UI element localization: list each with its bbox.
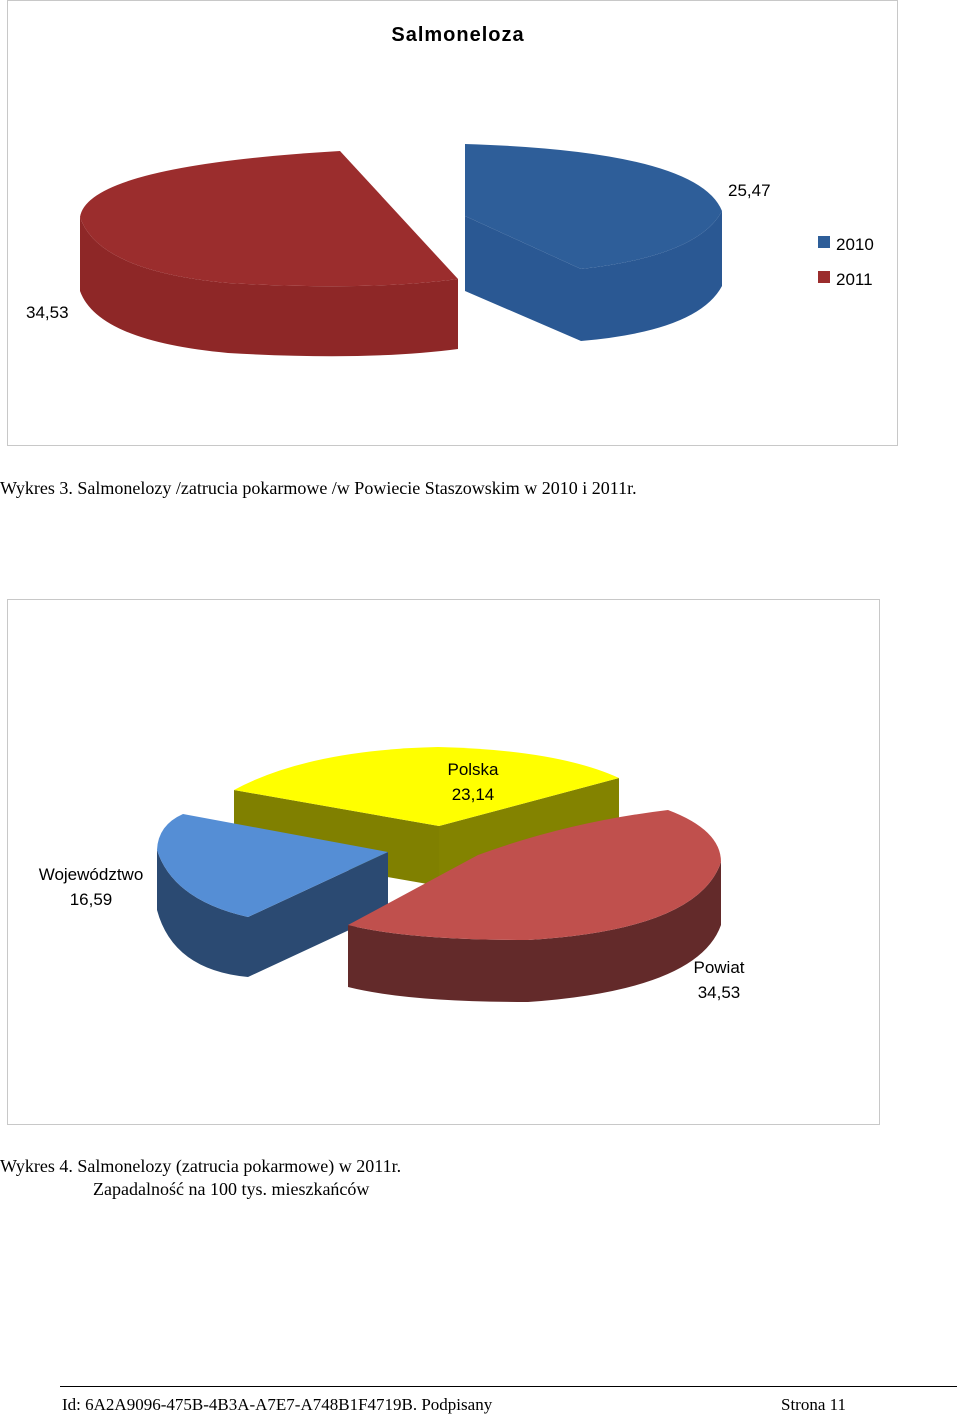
pie-slice-wojewodztwo: [157, 814, 388, 917]
chart2-svg: Polska 23,14 Województwo 16,59 Powiat 34…: [39, 747, 745, 1002]
pie-slice-2010: [465, 144, 722, 269]
chart1-title: Salmoneloza: [391, 24, 524, 46]
data-label-polska-name: Polska: [447, 760, 499, 779]
footer-page-number: Strona 11: [781, 1395, 847, 1414]
pie-slice-2010-side: [465, 211, 722, 341]
pie-slice-powiat-side: [348, 862, 721, 1002]
legend-swatch-2011: [818, 271, 830, 283]
chart2-caption: Wykres 4. Salmonelozy (zatrucia pokarmow…: [0, 1156, 402, 1176]
data-label-powiat-name: Powiat: [693, 958, 744, 977]
footer-rule: [60, 1386, 957, 1387]
chart2-caption-subtitle: Zapadalność na 100 tys. mieszkańców: [93, 1179, 370, 1199]
chart1-caption: Wykres 3. Salmonelozy /zatrucia pokarmow…: [0, 478, 637, 498]
pie-slice-polska: [234, 747, 619, 826]
data-label-2010: 25,47: [728, 181, 771, 200]
pie-slice-2011-side: [80, 217, 458, 357]
data-label-powiat-value: 34,53: [698, 983, 741, 1002]
pie-slice-powiat: [348, 810, 721, 940]
data-label-2011: 34,53: [26, 303, 69, 322]
data-label-polska-value: 23,14: [452, 785, 495, 804]
data-label-wojewodztwo-name: Województwo: [39, 865, 144, 884]
chart-salmonelozy-2011-zapadalnosc: Polska 23,14 Województwo 16,59 Powiat 34…: [7, 599, 880, 1125]
chart1-svg: Salmoneloza 25,47 34,53 2010 2011: [26, 24, 874, 357]
legend-label-2010: 2010: [836, 235, 874, 254]
data-label-wojewodztwo-value: 16,59: [70, 890, 113, 909]
pie-slice-wojewodztwo-side: [157, 850, 388, 977]
legend-swatch-2010: [818, 236, 830, 248]
chart-salmoneloza-2010-2011: Salmoneloza 25,47 34,53 2010 2011: [7, 0, 898, 446]
pie-slice-2011: [80, 151, 458, 287]
footer-document-id: Id: 6A2A9096-475B-4B3A-A7E7-A748B1F4719B…: [62, 1395, 493, 1414]
legend-label-2011: 2011: [836, 270, 873, 289]
